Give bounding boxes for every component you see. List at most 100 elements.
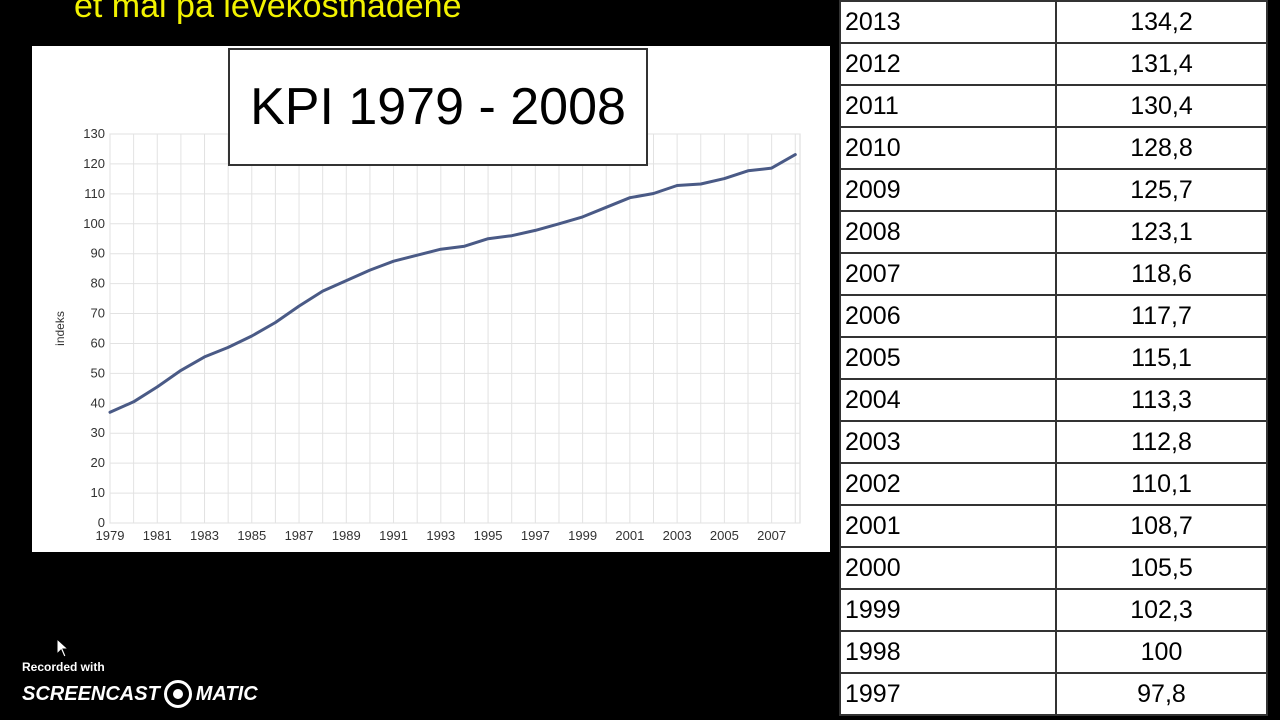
y-tick-label: 130 bbox=[83, 126, 105, 141]
chart-canvas: 0 10 20 30 40 50 60 70 80 90 100 110 120 130 1979 1981 1… bbox=[53, 126, 801, 543]
kpi-data-point bbox=[297, 304, 301, 308]
kpi-value-cell: 100 bbox=[1055, 630, 1268, 674]
x-tick-label: 2005 bbox=[710, 528, 739, 543]
year-cell: 2002 bbox=[839, 462, 1057, 506]
x-tick-label: 2007 bbox=[757, 528, 786, 543]
chart-title-box: KPI 1979 - 2008 bbox=[228, 48, 648, 166]
kpi-value-cell: 128,8 bbox=[1055, 126, 1268, 170]
y-tick-label: 0 bbox=[98, 515, 105, 530]
kpi-value-cell: 118,6 bbox=[1055, 252, 1268, 296]
y-tick-label: 110 bbox=[84, 186, 105, 201]
kpi-chart: 0 10 20 30 40 50 60 70 80 90 100 110 120 130 1979 1981 1… bbox=[32, 46, 830, 552]
kpi-data-point bbox=[510, 234, 513, 237]
kpi-data-point bbox=[770, 166, 773, 170]
y-tick-label: 60 bbox=[91, 335, 105, 350]
kpi-data-point bbox=[652, 192, 655, 195]
kpi-data-point bbox=[628, 196, 632, 199]
kpi-value-cell: 131,4 bbox=[1055, 42, 1268, 86]
kpi-series-line bbox=[108, 153, 797, 414]
kpi-data-point bbox=[392, 259, 395, 263]
x-tick-label: 1997 bbox=[521, 528, 550, 543]
kpi-value-cell: 102,3 bbox=[1055, 588, 1268, 632]
record-icon bbox=[163, 680, 192, 708]
kpi-table: 2013 134,2 2012 131,4 2011 130,4 2010 128,8 2009… bbox=[839, 0, 1268, 716]
kpi-data-point bbox=[557, 222, 561, 225]
y-tick-label: 100 bbox=[83, 216, 105, 231]
y-tick-label: 20 bbox=[91, 455, 105, 470]
x-tick-label: 1989 bbox=[332, 528, 361, 543]
mouse-pointer-icon bbox=[56, 638, 70, 658]
year-cell: 2009 bbox=[839, 168, 1057, 212]
y-tick-label: 80 bbox=[91, 276, 105, 291]
table-row: 2003 112,8 bbox=[839, 420, 1268, 464]
kpi-value-cell: 125,7 bbox=[1055, 168, 1268, 212]
y-tick-label: 120 bbox=[83, 156, 105, 171]
plot-area bbox=[109, 133, 801, 524]
kpi-value-cell: 105,5 bbox=[1055, 546, 1268, 590]
kpi-data-point bbox=[675, 184, 679, 187]
kpi-data-point bbox=[203, 355, 206, 359]
year-cell: 1997 bbox=[839, 672, 1057, 716]
kpi-data-point bbox=[226, 346, 230, 349]
kpi-value-cell: 97,8 bbox=[1055, 672, 1268, 716]
kpi-data-point bbox=[368, 268, 372, 272]
table-row: 2012 131,4 bbox=[839, 42, 1268, 86]
y-tick-label: 70 bbox=[91, 306, 105, 321]
table-row: 1999 102,3 bbox=[839, 588, 1268, 632]
table-row: 2001 108,7 bbox=[839, 504, 1268, 548]
table-row: 2004 113,3 bbox=[839, 378, 1268, 422]
brand-right-text: MATIC bbox=[195, 682, 258, 705]
table-row: 2005 115,1 bbox=[839, 336, 1268, 380]
kpi-value-cell: 123,1 bbox=[1055, 210, 1268, 254]
year-cell: 2012 bbox=[839, 42, 1057, 86]
kpi-value-cell: 112,8 bbox=[1055, 420, 1268, 464]
kpi-data-point bbox=[274, 321, 277, 324]
x-tick-label: 1995 bbox=[474, 528, 503, 543]
x-tick-label: 1985 bbox=[237, 528, 266, 543]
x-tick-label: 1987 bbox=[285, 528, 314, 543]
year-cell: 2001 bbox=[839, 504, 1057, 548]
x-tick-label: 1981 bbox=[143, 528, 172, 543]
kpi-value-cell: 110,1 bbox=[1055, 462, 1268, 506]
table-row: 2013 134,2 bbox=[839, 0, 1268, 44]
table-row: 2002 110,1 bbox=[839, 462, 1268, 506]
x-tick-label: 1993 bbox=[426, 528, 455, 543]
year-cell: 2013 bbox=[839, 0, 1057, 44]
x-tick-label: 1983 bbox=[190, 528, 219, 543]
kpi-value-cell: 130,4 bbox=[1055, 84, 1268, 128]
table-row: 2011 130,4 bbox=[839, 84, 1268, 128]
x-tick-label: 1979 bbox=[96, 528, 125, 543]
table-row: 2010 128,8 bbox=[839, 126, 1268, 170]
kpi-data-point bbox=[415, 253, 419, 257]
year-cell: 2006 bbox=[839, 294, 1057, 338]
x-tick-label: 1999 bbox=[568, 528, 597, 543]
kpi-data-point bbox=[581, 215, 584, 219]
y-tick-label: 40 bbox=[91, 395, 105, 410]
screencast-logo: SCREENCAST MATIC bbox=[22, 680, 258, 708]
kpi-data-point bbox=[156, 385, 159, 389]
kpi-data-point bbox=[321, 289, 324, 293]
kpi-data-point bbox=[439, 248, 443, 251]
kpi-value-cell: 113,3 bbox=[1055, 378, 1268, 422]
kpi-data-point bbox=[179, 369, 183, 372]
y-tick-label: 30 bbox=[91, 425, 105, 440]
x-tick-label: 2001 bbox=[615, 528, 644, 543]
year-cell: 2011 bbox=[839, 84, 1057, 128]
year-cell: 2004 bbox=[839, 378, 1057, 422]
year-cell: 1999 bbox=[839, 588, 1057, 632]
year-cell: 2010 bbox=[839, 126, 1057, 170]
kpi-data-point bbox=[746, 169, 750, 173]
recorded-with-label: Recorded with bbox=[22, 660, 105, 674]
kpi-value-cell: 134,2 bbox=[1055, 0, 1268, 44]
table-row: 2007 118,6 bbox=[839, 252, 1268, 296]
x-tick-label: 2003 bbox=[663, 528, 692, 543]
kpi-data-point bbox=[250, 334, 253, 338]
kpi-data-point bbox=[699, 182, 702, 186]
table-row: 2009 125,7 bbox=[839, 168, 1268, 212]
year-cell: 1998 bbox=[839, 630, 1057, 674]
y-tick-label: 50 bbox=[91, 365, 105, 380]
kpi-value-cell: 115,1 bbox=[1055, 336, 1268, 380]
kpi-data-point bbox=[132, 400, 135, 404]
chart-title: KPI 1979 - 2008 bbox=[250, 78, 626, 136]
kpi-data-point bbox=[108, 411, 112, 414]
